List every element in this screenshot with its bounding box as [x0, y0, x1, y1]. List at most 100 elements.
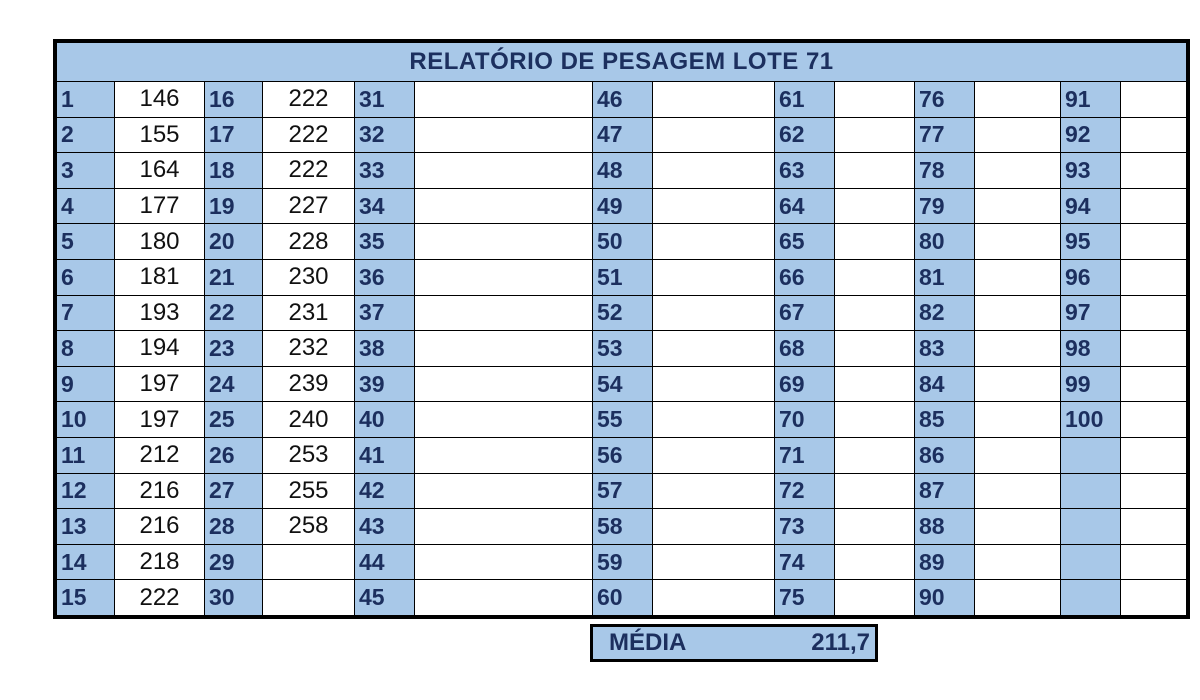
animal-number-cell: 23 [204, 330, 263, 367]
animal-number-cell: 77 [914, 116, 975, 154]
weight-value-cell [974, 116, 1061, 154]
weight-value-cell: 228 [262, 223, 355, 260]
weight-value-cell [1120, 187, 1187, 225]
table-row: 15 222 30 45 60 75 90 [56, 579, 1187, 616]
animal-number-cell [1060, 508, 1121, 545]
animal-number-cell: 93 [1060, 152, 1121, 189]
animal-number-cell: 84 [914, 365, 975, 403]
animal-number-cell: 92 [1060, 116, 1121, 154]
animal-number-cell: 12 [56, 472, 115, 510]
weight-value-cell [1120, 543, 1187, 581]
weight-value-cell [1120, 330, 1187, 367]
animal-number-cell: 26 [204, 436, 263, 474]
table-row: 10 197 25 240 40 55 70 85 100 [56, 401, 1187, 438]
weight-value-cell [1120, 401, 1187, 438]
weight-value-cell [414, 258, 593, 296]
weight-value-cell [834, 365, 915, 403]
weight-value-cell [974, 543, 1061, 581]
weight-value-cell [262, 543, 355, 581]
weight-value-cell [414, 223, 593, 260]
animal-number-cell: 100 [1060, 401, 1121, 438]
weight-value-cell [414, 294, 593, 332]
animal-number-cell [1060, 579, 1121, 616]
animal-number-cell: 35 [354, 223, 415, 260]
weight-value-cell: 155 [114, 116, 205, 154]
weight-value-cell [834, 508, 915, 545]
weight-value-cell [414, 543, 593, 581]
weight-value-cell [1120, 365, 1187, 403]
animal-number-cell [1060, 472, 1121, 510]
average-value: 211,7 [811, 629, 870, 656]
weight-value-cell: 197 [114, 401, 205, 438]
animal-number-cell: 34 [354, 187, 415, 225]
weight-value-cell [652, 543, 775, 581]
table-row: 8 194 23 232 38 53 68 83 98 [56, 330, 1187, 367]
animal-number-cell: 10 [56, 401, 115, 438]
animal-number-cell: 37 [354, 294, 415, 332]
animal-number-cell [1060, 436, 1121, 474]
animal-number-cell: 66 [774, 258, 835, 296]
animal-number-cell: 20 [204, 223, 263, 260]
weight-value-cell [974, 472, 1061, 510]
animal-number-cell: 13 [56, 508, 115, 545]
weight-value-cell [974, 330, 1061, 367]
weight-value-cell [1120, 472, 1187, 510]
animal-number-cell: 97 [1060, 294, 1121, 332]
weight-value-cell [834, 579, 915, 616]
table-row: 3 164 18 222 33 48 63 78 93 [56, 152, 1187, 189]
weight-value-cell: 255 [262, 472, 355, 510]
weight-value-cell [834, 223, 915, 260]
weight-value-cell [974, 294, 1061, 332]
weight-value-cell: 181 [114, 258, 205, 296]
weight-value-cell: 164 [114, 152, 205, 189]
animal-number-cell: 45 [354, 579, 415, 616]
weight-value-cell: 177 [114, 187, 205, 225]
weight-value-cell [974, 401, 1061, 438]
report-title: RELATÓRIO DE PESAGEM LOTE 71 [56, 42, 1187, 82]
weight-value-cell: 216 [114, 508, 205, 545]
weight-value-cell: 227 [262, 187, 355, 225]
animal-number-cell: 63 [774, 152, 835, 189]
weight-value-cell [974, 365, 1061, 403]
animal-number-cell [1060, 543, 1121, 581]
animal-number-cell: 95 [1060, 223, 1121, 260]
animal-number-cell: 7 [56, 294, 115, 332]
animal-number-cell: 31 [354, 81, 415, 118]
animal-number-cell: 62 [774, 116, 835, 154]
weight-value-cell [974, 579, 1061, 616]
weighing-table: RELATÓRIO DE PESAGEM LOTE 71 1 146 16 222 31… [56, 42, 1187, 616]
weight-value-cell [652, 365, 775, 403]
animal-number-cell: 32 [354, 116, 415, 154]
animal-number-cell: 70 [774, 401, 835, 438]
weight-value-cell [1120, 81, 1187, 118]
weight-value-cell [652, 401, 775, 438]
animal-number-cell: 19 [204, 187, 263, 225]
animal-number-cell: 44 [354, 543, 415, 581]
weight-value-cell [414, 436, 593, 474]
animal-number-cell: 60 [592, 579, 653, 616]
weight-value-cell [834, 472, 915, 510]
animal-number-cell: 68 [774, 330, 835, 367]
animal-number-cell: 71 [774, 436, 835, 474]
weight-value-cell: 222 [262, 152, 355, 189]
weight-value-cell [414, 81, 593, 118]
weight-value-cell [652, 258, 775, 296]
animal-number-cell: 91 [1060, 81, 1121, 118]
weighing-report-sheet: RELATÓRIO DE PESAGEM LOTE 71 1 146 16 222 31… [53, 39, 1190, 619]
weight-value-cell [652, 187, 775, 225]
weight-value-cell [834, 401, 915, 438]
animal-number-cell: 30 [204, 579, 263, 616]
weight-value-cell [1120, 436, 1187, 474]
animal-number-cell: 94 [1060, 187, 1121, 225]
weight-value-cell: 230 [262, 258, 355, 296]
weight-value-cell: 240 [262, 401, 355, 438]
table-row: 14 218 29 44 59 74 89 [56, 543, 1187, 581]
animal-number-cell: 75 [774, 579, 835, 616]
animal-number-cell: 6 [56, 258, 115, 296]
weight-value-cell [834, 81, 915, 118]
animal-number-cell: 14 [56, 543, 115, 581]
animal-number-cell: 79 [914, 187, 975, 225]
weight-value-cell [652, 152, 775, 189]
animal-number-cell: 61 [774, 81, 835, 118]
weight-value-cell: 222 [262, 81, 355, 118]
